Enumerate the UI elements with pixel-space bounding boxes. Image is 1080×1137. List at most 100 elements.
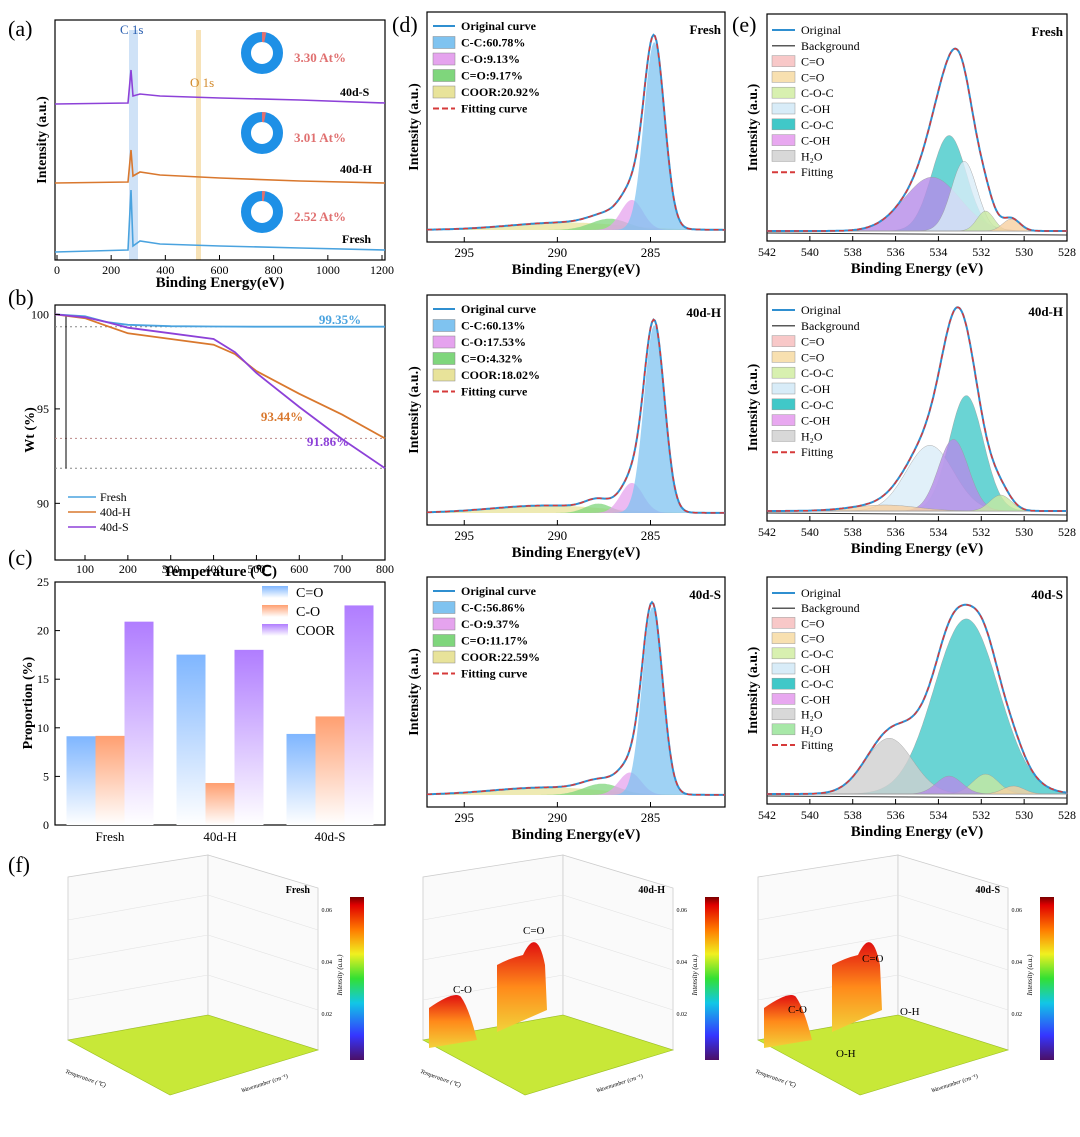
o1s-legend-40d-H-2: C=O [801,335,825,349]
o1s-legend-Fresh-3: C=O [801,70,825,84]
tick-label-a-1200: 1200 [370,263,394,277]
ftir-axis-temperature: Temperature (℃) [419,1068,461,1089]
c1s-legend-Fresh-1: C-C:60.78% [461,36,525,50]
o1s-ylabel-40d-S: Intensity (a.u.) [746,646,761,734]
ftir-grid [422,894,564,921]
panel-c: (c) Fresh 40d-H 40d-S 0 5 10 15 20 25 C=O C-O CO… [8,545,386,844]
o1s-legend-40d-S-10: Fitting [801,738,833,752]
c1s-original-40d-S [426,600,726,796]
o1s-legend-mark-2 [771,617,796,629]
c1s-tick-label-290: 290 [548,810,568,825]
o1s-legend-Fresh-8: H₂O [801,149,823,163]
c1s-tick-label-285: 285 [641,528,661,543]
o1s-tick-label-538: 538 [844,808,862,822]
o1s-legend-mark-3 [771,351,796,363]
bar-40d-S-C=O [286,733,316,825]
o1s-legend-40d-H-1: Background [801,319,860,333]
o1s-tick-label-532: 532 [972,245,990,259]
c1s-sample-40d-S: 40d-S [689,587,721,602]
o1s-legend-mark-8 [771,708,796,720]
o1s-band [196,30,201,260]
tick-label-c-15: 15 [37,672,49,686]
o1s-tick-label-536: 536 [887,808,905,822]
c1s-fit-40d-H [426,318,726,514]
c1s-legend-40d-S-1: C-C:56.86% [461,601,525,615]
donut-40d-S [241,32,283,74]
o1s-ylabel-Fresh: Intensity (a.u.) [746,83,761,171]
o1s-tick-label-528: 528 [1058,245,1076,259]
o1s-legend-40d-H-9: Fitting [801,445,833,459]
o1s-legend-40d-S-9: H₂O [801,723,823,737]
panel-a-x-ticks: 0 200 400 600 800 1000 1200 [54,255,394,277]
ftir-cb-tick-0.06: 0.06 [1012,908,1023,914]
o1s-tick-label-542: 542 [758,245,776,259]
panel-b-frame [54,304,386,561]
tick-label-a-800: 800 [265,263,283,277]
o1s-legend-mark-4 [771,366,796,379]
bar-40d-H-C=O [176,654,206,825]
o1s-xlabel-Fresh: Binding Energy (eV) [851,261,984,277]
c1s-legend-40d-H-0: Original curve [461,302,537,316]
tick-label-c-10: 10 [37,721,49,735]
c1s-fit-40d-S [426,600,726,796]
o1s-tick-label-536: 536 [887,245,905,259]
panel-d-plots: Fresh Original curve C-C:60.78% C-O:9.13% C=… [407,11,726,843]
o1s-legend-Fresh-7: C-OH [801,134,831,148]
series-40d-S-survey [54,69,386,105]
tick-label-c-5: 5 [43,769,49,783]
c1s-legend-40d-H-1: C-C:60.13% [461,319,525,333]
c1s-tick-label-295: 295 [455,245,475,260]
o1s-legend-mark-5 [771,382,796,395]
panel-f: (f) Fresh 0.06 0.04 0.02 Intensity (a.u.) Tem… [8,852,1054,1096]
ftir-cb-tick-0.06: 0.06 [677,908,688,914]
ftir-axis-temperature: Temperature (℃) [64,1068,106,1089]
ftir-peak-label-2: O-H [900,1006,920,1018]
o1s-legend-mark-7 [771,693,796,705]
panel-b: (b) 100 200 300 400 500 600 700 800 100 95 90 99.3… [8,285,394,580]
o1s-tick-label-540: 540 [801,808,819,822]
panel-a-xlabel: Binding Energy(eV) [156,275,285,291]
o1s-legend-Fresh-9: Fitting [801,165,833,179]
panel-b-plot: 100 200 300 400 500 600 700 800 100 95 90 [31,307,394,576]
ftir-axis-wavenumber: Wavenumber (cm⁻¹) [930,1073,978,1095]
c1s-legend-40d-S-0: Original curve [461,584,537,598]
c1s-legend-40d-S-2: C-O:9.37% [461,617,520,631]
c1s-ylabel-Fresh: Intensity (a.u.) [407,83,422,171]
o1s-plot-40d-H: 40d-H Original Background C=OC=O C-O-C C-OH C-… [746,293,1076,557]
o1s-legend-mark-6 [771,398,796,411]
panel-e-plots: FreshOriginalBackgroundC=OC=OC-O-CC-OHC-… [746,13,1076,840]
ftir-grid [757,934,899,961]
inset-value-Fresh: 2.52 At% [294,209,346,224]
c1s-plot-40d-H: 40d-H Original curve C-C:60.13% C-O:17.53% C… [407,294,726,561]
c1s-legend-Fresh-5: Fitting curve [461,102,528,116]
c1s-ylabel-40d-H: Intensity (a.u.) [407,366,422,454]
c1s-legend-mark-2 [432,617,456,631]
o1s-sample-40d-H: 40d-H [1028,304,1063,319]
ftir-axis-temperature: Temperature (℃) [754,1068,796,1089]
o1s-tick-label-530: 530 [1015,808,1033,822]
panel-b-label: (b) [8,285,34,310]
o1s-legend-Fresh-0: Original [801,23,842,37]
legend-c-o: C-O [296,605,320,620]
c1s-sample-40d-H: 40d-H [686,305,721,320]
panel-c-legend: C=O C-O COOR [262,586,336,639]
ftir-3d-40d-S: C-O C=O O-H O-H 40d-S 0.06 0.04 0.02 Intensity (… [754,854,1054,1096]
category-label-40d-H: 40d-H [203,829,236,844]
o1s-tick-label-540: 540 [801,525,819,539]
o1s-legend-Fresh-1: Background [801,39,860,53]
tick-label-c-25: 25 [37,575,49,589]
o1s-frame-Fresh [766,13,1068,242]
ftir-cb-tick-0.02: 0.02 [322,1012,333,1018]
o1s-legend-40d-S-3: C=O [801,632,825,646]
c1s-xlabel-Fresh: Binding Energy(eV) [512,262,641,278]
tick-label-a-1000: 1000 [316,263,340,277]
o1s-legend-Fresh-4: C-O-C [801,86,834,100]
o1s-legend-40d-H-6: C-O-C [801,398,834,412]
ftir-peak-c-eq-o [832,942,882,1032]
o1s-tick-label-540: 540 [801,245,819,259]
c1s-tick-label-295: 295 [455,810,475,825]
ftir-cb-label: Intensity (a.u.) [336,954,344,997]
series-label-40d-H: 40d-H [340,162,373,176]
annot-93-44: 93.44% [261,409,303,424]
ftir-grid [562,894,674,931]
